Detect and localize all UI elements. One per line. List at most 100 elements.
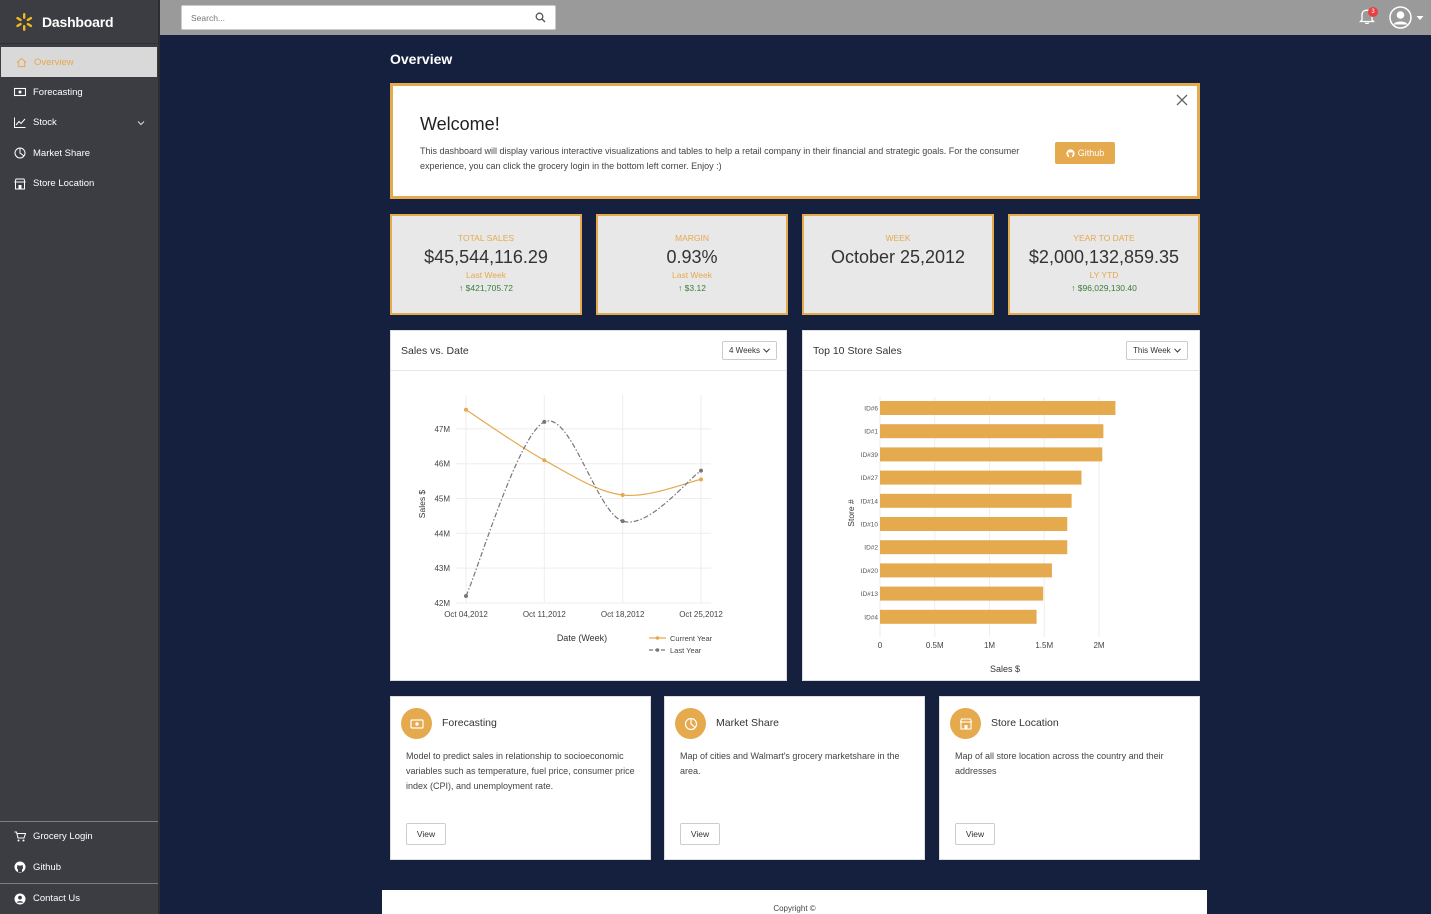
bar [880,517,1068,531]
weeks-dropdown[interactable]: 4 Weeks [722,341,777,360]
store-icon [14,178,26,190]
kpi-change: ↑ $421,705.72 [459,283,513,293]
bar [880,447,1103,462]
footer: Copyright © [382,890,1207,914]
x-axis-title: Sales $ [990,664,1020,674]
forecasting-card: Forecasting Model to predict sales in re… [390,696,651,860]
search-icon[interactable] [535,12,546,23]
money-icon [14,86,26,98]
kpi-label: WEEK [885,233,911,243]
top-bar: 3 [160,0,1431,35]
y-tick-label: ID#27 [861,475,879,482]
card-title: Forecasting [442,717,497,729]
card-title: Top 10 Store Sales [813,345,902,357]
sidebar-item-label: Github [33,861,61,873]
sidebar-item-label: Market Share [33,147,91,159]
github-button[interactable]: Github [1055,142,1115,164]
bar [880,586,1044,601]
store-bar-chart[interactable]: 0 0.5M 1M 1.5M 2M ID#6 ID#1 ID#39 ID#27 ID#14 ID#1… [803,371,1199,680]
sidebar-item-grocery-login[interactable]: Grocery Login [0,822,158,852]
kpi-label: YEAR TO DATE [1073,233,1135,243]
legend-label: Last Year [670,646,702,655]
cart-icon [14,831,26,843]
kpi-change: ↑ $96,029,130.40 [1071,283,1137,293]
view-button[interactable]: View [680,823,720,845]
brand-title: Dashboard [42,13,114,30]
money-icon [409,718,424,729]
y-tick-label: ID#4 [864,614,878,621]
card-description: Model to predict sales in relationship t… [406,751,635,791]
y-tick-label: ID#6 [864,406,878,413]
sales-line-chart[interactable]: 42M 43M 44M 45M 46M 47M Oct 04,2012 Oct 11,2012… [391,371,786,680]
sidebar-bottom: Grocery Login Github Contact Us [0,820,158,914]
store-location-card-icon [950,708,981,739]
kpi-card-margin: MARGIN 0.93% Last Week ↑ $3.12 [596,214,788,315]
card-description: Map of cities and Walmart's grocery mark… [680,751,900,776]
x-axis-title: Date (Week) [557,633,607,643]
caret-down-icon[interactable] [1416,15,1424,21]
y-tick-label: ID#10 [861,522,879,529]
legend-marker [655,648,660,652]
copyright-text: Copyright © [773,904,816,913]
sidebar-item-github[interactable]: Github [0,852,158,882]
kpi-sub: LY YTD [1089,270,1119,280]
sidebar-item-label: Forecasting [33,86,83,98]
card-title: Sales vs. Date [401,345,469,357]
sidebar-item-contact-us[interactable]: Contact Us [0,884,158,914]
legend-label: Current Year [670,634,713,643]
chevron-down-icon [763,348,770,353]
avatar[interactable] [1389,6,1412,29]
legend-marker [655,636,660,640]
y-tick-label: ID#20 [861,568,879,575]
kpi-value: October 25,2012 [830,247,966,267]
sidebar-item-store-location[interactable]: Store Location [0,169,158,199]
kpi-value: $45,544,116.29 [424,247,548,267]
bar [880,609,1037,624]
page-title: Overview [390,51,453,67]
data-point [699,477,703,482]
view-button[interactable]: View [955,823,995,845]
sidebar: Dashboard Overview Forecasting Stock [0,0,160,914]
close-icon[interactable] [1176,94,1188,106]
user-icon [14,893,26,905]
sidebar-nav: Overview Forecasting Stock Market Share [0,47,158,199]
y-tick-label: 46M [434,460,450,469]
chevron-down-icon[interactable] [136,118,146,128]
forecasting-card-icon [401,708,432,739]
kpi-label: TOTAL SALES [457,233,515,243]
sidebar-item-label: Store Location [33,178,95,189]
github-icon [14,861,26,873]
kpi-sub: Last Week [465,270,506,280]
bar [880,401,1116,415]
period-dropdown[interactable]: This Week [1126,341,1188,360]
sidebar-item-label: Overview [34,56,74,68]
x-tick-label: 0 [878,641,883,650]
search-box[interactable] [181,5,556,30]
x-tick-label: 1.5M [1035,641,1053,650]
series-line-current-year [465,409,702,497]
github-icon [1066,148,1075,158]
sidebar-item-stock[interactable]: Stock [0,108,158,138]
sidebar-item-overview[interactable]: Overview [1,47,157,77]
sidebar-item-market-share[interactable]: Market Share [0,138,158,168]
y-tick-label: 45M [434,495,450,504]
brand[interactable]: Dashboard [0,0,158,44]
view-button[interactable]: View [406,823,446,845]
search-input[interactable] [182,6,522,29]
sidebar-item-label: Grocery Login [33,831,93,842]
kpi-value: $2,000,132,859.35 [1028,247,1180,267]
data-point [620,493,625,498]
spark-logo-icon [16,12,33,31]
welcome-panel: Welcome! This dashboard will display var… [390,83,1200,199]
dropdown-value: This Week [1133,346,1171,355]
data-point [699,468,703,473]
y-axis-title: Sales $ [417,490,427,519]
kpi-sub: Last Week [671,270,712,280]
bar [880,563,1052,578]
y-tick-label: ID#2 [864,545,878,552]
bar [880,470,1082,485]
bar [880,424,1104,439]
notification-badge: 3 [1368,7,1378,17]
sidebar-item-forecasting[interactable]: Forecasting [0,77,158,107]
market-share-card: Market Share Map of cities and Walmart's… [664,696,925,860]
